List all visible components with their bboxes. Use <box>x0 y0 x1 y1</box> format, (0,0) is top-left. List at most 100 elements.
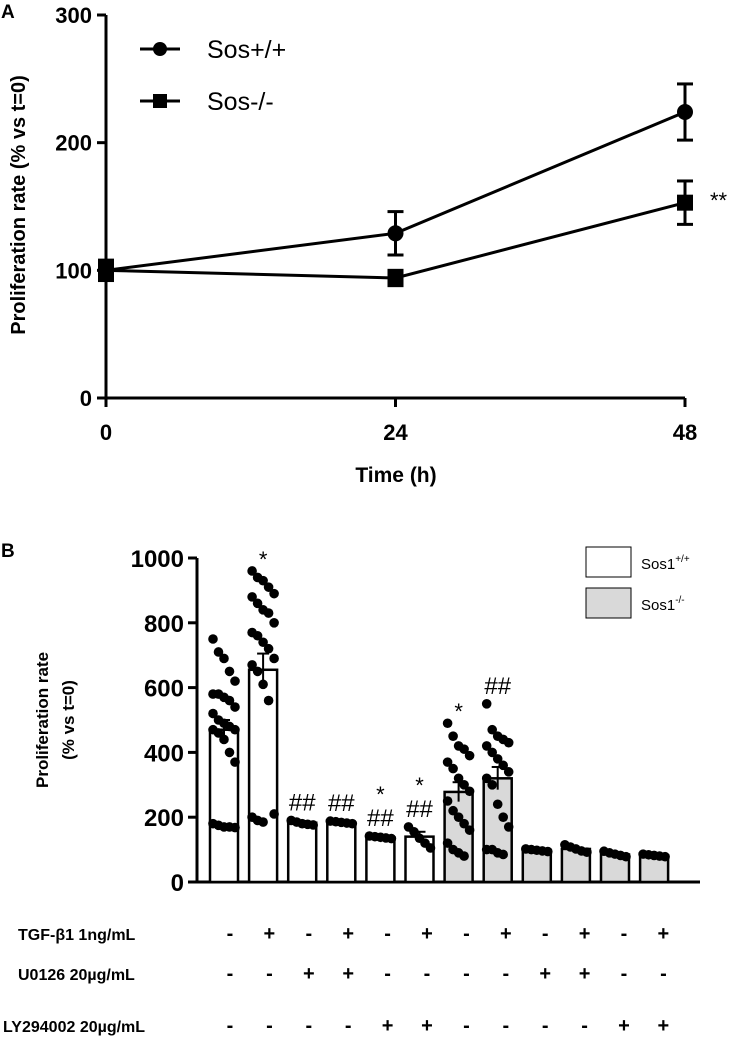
panel-a-y-axis-label: Proliferation rate (% vs t=0) <box>8 75 30 335</box>
data-point <box>230 702 240 712</box>
data-point <box>269 618 279 628</box>
treatment-sign: - <box>463 1015 470 1037</box>
data-point <box>258 637 268 648</box>
panel-a-x-axis-label: Time (h) <box>355 464 436 487</box>
legend-marker-square <box>153 94 167 108</box>
data-point-circle <box>677 104 693 121</box>
treatment-sign: + <box>382 1015 394 1037</box>
panel-b-y-tick-label: 200 <box>144 805 184 832</box>
data-point <box>503 737 514 748</box>
data-point <box>481 741 492 751</box>
hash-mark: ## <box>484 673 511 700</box>
data-point <box>442 838 453 848</box>
data-point <box>492 799 503 810</box>
data-point <box>263 608 274 618</box>
treatment-sign: + <box>579 923 591 945</box>
data-point <box>464 825 475 835</box>
data-point <box>213 647 224 657</box>
data-point <box>224 747 235 758</box>
panel-a-significance: ** <box>710 188 728 213</box>
data-point <box>487 780 498 790</box>
treatment-sign: - <box>384 923 391 945</box>
data-point <box>464 786 475 797</box>
panel-b-bars: *## ####*##**## <box>208 547 670 884</box>
panel-b-y-tick-label: 1000 <box>131 546 184 573</box>
legend-marker-circle <box>153 42 167 56</box>
bar <box>247 668 279 884</box>
treatment-sign: - <box>542 923 549 945</box>
data-point <box>492 754 503 764</box>
data-point <box>263 695 274 706</box>
treatment-sign: - <box>502 1015 509 1037</box>
treatment-label-ly294002: LY294002 20µg/mL <box>3 1019 145 1036</box>
data-point <box>247 592 257 602</box>
data-point <box>621 851 631 862</box>
panel-a-x-tick-label: 24 <box>383 420 408 445</box>
panel-a-x-tick-label: 48 <box>673 420 697 445</box>
panel-b-y-tick-label: 400 <box>144 740 184 767</box>
data-point <box>503 822 514 832</box>
panel-a-series <box>98 82 693 288</box>
legend-swatch-sos1-wt <box>585 546 632 578</box>
panel-b-y-tick-label: 800 <box>144 611 184 638</box>
treatment-label-u0126: U0126 20µg/mL <box>18 967 135 984</box>
bar <box>521 849 553 884</box>
panel-a-legend: Sos+/+ Sos-/- <box>140 36 286 116</box>
treatment-sign: - <box>266 963 273 985</box>
data-point <box>269 653 279 664</box>
data-point <box>487 724 498 735</box>
panel-b-y-tick-label: 600 <box>144 676 184 703</box>
treatment-sign: + <box>500 923 512 945</box>
data-point <box>263 582 274 592</box>
hash-mark: ## <box>289 789 316 816</box>
data-point <box>481 773 492 784</box>
panel-a-letter: A <box>1 2 15 23</box>
treatment-sign: - <box>305 923 312 945</box>
panel-a-x-tick-label: 0 <box>100 420 112 445</box>
data-point <box>347 818 358 829</box>
panel-a-y-tick-label: 300 <box>55 3 92 28</box>
data-point <box>487 747 498 758</box>
treatment-sign: - <box>463 923 470 945</box>
data-point <box>453 812 464 822</box>
data-point <box>448 731 458 741</box>
data-point <box>247 660 257 670</box>
treatment-sign: - <box>621 963 628 985</box>
treatment-sign: - <box>266 1015 273 1037</box>
data-point <box>459 818 469 829</box>
data-point <box>448 763 458 774</box>
treatment-sign: - <box>424 963 431 985</box>
data-point <box>263 643 274 654</box>
bar <box>326 821 357 884</box>
data-point <box>503 767 514 777</box>
legend-label-sos-wt: Sos+/+ <box>207 36 286 64</box>
hash-mark: ## <box>367 805 394 832</box>
treatment-table: TGF-β1 1ng/mL U0126 20µg/mL LY294002 20µ… <box>3 923 669 1037</box>
bar <box>443 790 474 884</box>
data-point <box>219 653 229 664</box>
legend-label-sos1-ko: Sos1-/- <box>641 595 685 614</box>
treatment-label-tgf: TGF-β1 1ng/mL <box>18 927 136 944</box>
bar <box>286 821 318 884</box>
panel-a-y-tick-label: 0 <box>80 386 92 411</box>
data-point <box>269 588 279 599</box>
data-point-square <box>387 269 404 286</box>
star-mark: * <box>259 547 268 572</box>
data-point <box>464 750 475 761</box>
data-point <box>208 634 218 644</box>
data-point <box>498 849 509 860</box>
treatment-sign: + <box>618 1015 630 1037</box>
data-point <box>543 846 553 857</box>
data-point <box>230 724 240 735</box>
panel-a: A 0 100 200 300 0 24 48 Time (h) Proliferation… <box>1 2 728 487</box>
treatment-sign: - <box>660 963 667 985</box>
data-point <box>498 812 509 822</box>
data-point <box>448 805 458 816</box>
data-point <box>459 851 469 861</box>
panel-b-y-tick-label: 0 <box>171 870 184 897</box>
panel-a-axes: 0 100 200 300 0 24 48 <box>55 3 697 445</box>
panel-b-legend: Sos1+/+ Sos1-/- <box>585 546 690 619</box>
hash-mark: ## <box>328 790 355 817</box>
panel-b: B Proliferation rate (% vs t=0) 0 200 400 6… <box>1 541 700 1037</box>
